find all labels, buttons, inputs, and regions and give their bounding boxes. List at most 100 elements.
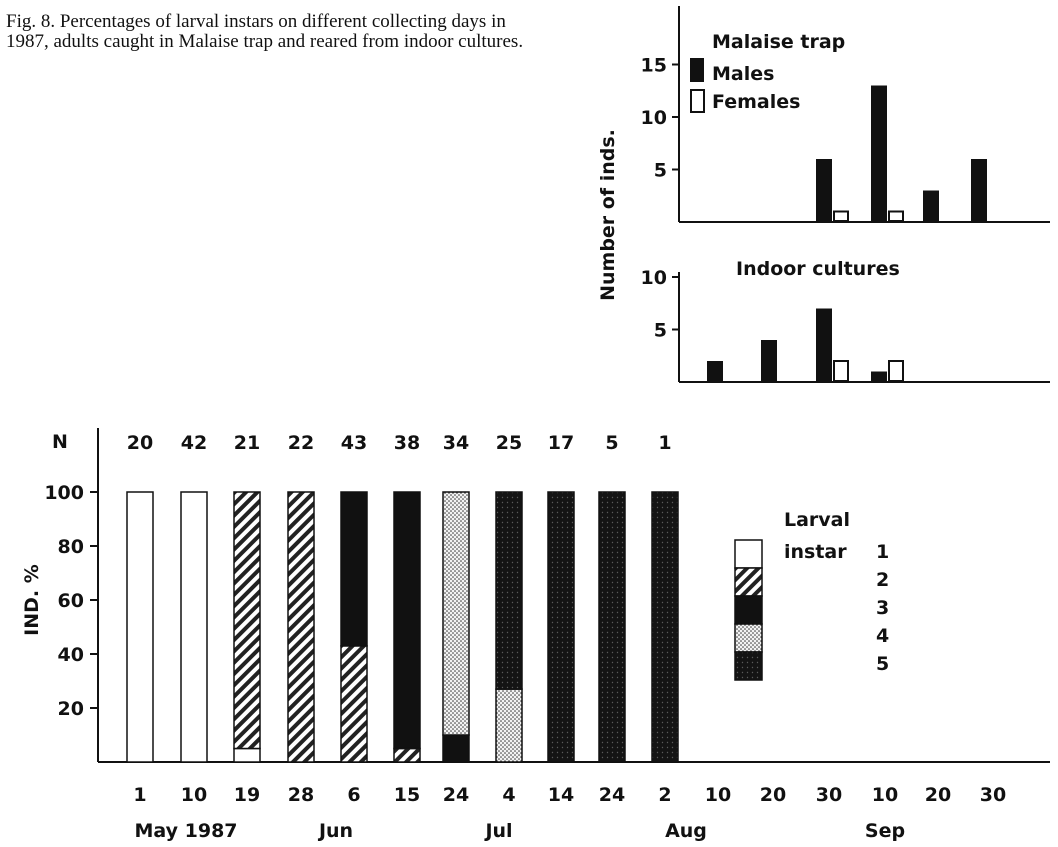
segment-instar-2 [340, 645, 368, 763]
segment-instar-4 [495, 688, 523, 763]
segment-instar-5 [547, 491, 575, 763]
segment-instar-1 [126, 491, 154, 763]
bar-females [833, 210, 849, 222]
y-tick-label: 20 [58, 698, 84, 720]
shared-ylabel: Number of inds. [597, 129, 619, 301]
x-tick-label: 4 [502, 784, 515, 806]
segment-instar-3 [340, 491, 368, 647]
x-tick-label: 24 [599, 784, 625, 806]
bar-females [833, 360, 849, 382]
x-tick-label: 2 [658, 784, 671, 806]
n-value: 42 [181, 432, 207, 454]
bar-males [923, 190, 939, 222]
n-value: 21 [234, 432, 260, 454]
larval-legend: 1 2 3 4 5 [734, 539, 889, 681]
month-label: Jul [483, 820, 512, 842]
y-tick-label: 10 [641, 107, 667, 129]
n-value: 34 [443, 432, 469, 454]
legend-label-instar-1: 1 [876, 541, 889, 563]
segment-instar-5 [651, 491, 679, 763]
figure-caption: Fig. 8. Percentages of larval instars on… [6, 11, 524, 52]
legend-label-instar-3: 3 [876, 597, 889, 619]
month-label: May 1987 [134, 820, 237, 842]
malaise-bars: 5 10 15 [641, 55, 987, 222]
bottom-labels: 20 42 21 22 43 38 34 25 17 5 11 10 19 28 6 15 24 4 14 24 2 10… [127, 432, 1006, 842]
indoor-title: Indoor cultures [736, 258, 900, 280]
x-tick-label: 6 [347, 784, 360, 806]
bar-males [871, 85, 887, 222]
legend-swatch-instar-4 [734, 623, 763, 653]
x-tick-label: 20 [925, 784, 951, 806]
segment-instar-2 [233, 491, 261, 750]
x-tick-label: 1 [133, 784, 146, 806]
segment-instar-4 [442, 491, 470, 736]
legend-males-swatch [690, 58, 704, 82]
month-label: Aug [665, 820, 707, 842]
segment-instar-3 [442, 734, 470, 763]
bar-males [761, 340, 777, 382]
n-value: 38 [394, 432, 420, 454]
segment-instar-1 [180, 491, 208, 763]
malaise-axis [678, 6, 1050, 223]
indoor-bars: 5 10 [641, 267, 904, 382]
n-value: 20 [127, 432, 153, 454]
segment-instar-5 [495, 491, 523, 690]
month-label: Sep [865, 820, 905, 842]
x-tick-label: 19 [234, 784, 260, 806]
segment-instar-5 [598, 491, 626, 763]
month-label: Jun [317, 820, 353, 842]
bar-males [871, 371, 887, 382]
bar-males [816, 308, 832, 382]
bar-males [707, 361, 723, 382]
bar-males [971, 159, 987, 222]
n-value: 17 [548, 432, 574, 454]
y-tick-label: 15 [641, 55, 667, 77]
x-tick-label: 10 [181, 784, 207, 806]
larval-legend-title: Larval [784, 509, 850, 531]
x-tick-label: 28 [288, 784, 314, 806]
n-value: 25 [496, 432, 522, 454]
legend-label-instar-4: 4 [876, 625, 889, 647]
larval-legend-subtitle: instar [784, 541, 847, 563]
x-tick-label: 10 [705, 784, 731, 806]
y-tick-label: 60 [58, 590, 84, 612]
n-value: 22 [288, 432, 314, 454]
legend-swatch-instar-2 [734, 567, 763, 597]
segment-instar-1 [233, 747, 261, 763]
x-tick-label: 30 [816, 784, 842, 806]
instar-bars: 20 40 60 80 100 [44, 482, 679, 763]
y-tick-label: 5 [654, 320, 667, 342]
x-tick-label: 15 [394, 784, 420, 806]
y-tick-label: 40 [58, 644, 84, 666]
x-tick-label: 20 [760, 784, 786, 806]
x-tick-label: 24 [443, 784, 469, 806]
bar-females [888, 210, 904, 222]
y-tick-label: 10 [641, 267, 667, 289]
malaise-title: Malaise trap [712, 31, 845, 53]
legend-swatch-instar-5 [734, 651, 763, 681]
legend-females-swatch [690, 89, 705, 113]
x-tick-label: 14 [548, 784, 574, 806]
x-tick-label: 30 [980, 784, 1006, 806]
x-tick-label: 10 [872, 784, 898, 806]
bar-males [816, 159, 832, 222]
legend-swatch-instar-3 [734, 595, 763, 625]
bottom-ylabel: IND. % [21, 564, 43, 636]
n-label: N [52, 431, 68, 453]
legend-label-instar-5: 5 [876, 653, 889, 675]
legend-label-instar-2: 2 [876, 569, 889, 591]
y-tick-label: 5 [654, 160, 667, 182]
legend-females-label: Females [712, 91, 800, 113]
bar-females [888, 360, 904, 382]
segment-instar-3 [393, 491, 421, 750]
indoor-axis [678, 272, 1050, 383]
n-value: 1 [658, 432, 671, 454]
n-value: 5 [605, 432, 618, 454]
segment-instar-2 [287, 491, 315, 763]
y-tick-label: 100 [44, 482, 84, 504]
y-tick-label: 80 [58, 536, 84, 558]
segment-instar-2 [393, 747, 421, 763]
legend-swatch-instar-1 [734, 539, 763, 569]
legend-males-label: Males [712, 63, 774, 85]
